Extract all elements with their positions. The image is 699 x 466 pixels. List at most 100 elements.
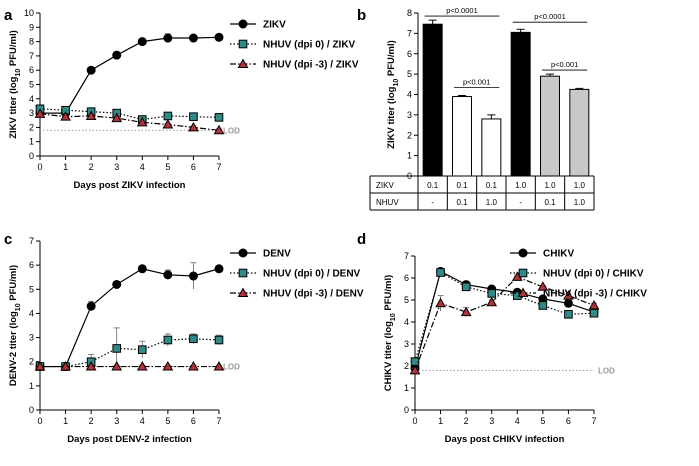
x-tick-label-a: 1 bbox=[63, 162, 68, 172]
legend-marker-c-1 bbox=[238, 268, 248, 278]
data-point-d-2 bbox=[435, 297, 446, 308]
legend-label-a-0: ZIKV bbox=[263, 20, 286, 31]
data-point-c-1 bbox=[214, 335, 224, 345]
bar-3 bbox=[510, 31, 531, 177]
legend-marker-a-1 bbox=[238, 39, 248, 49]
series-line-a-2 bbox=[39, 113, 220, 131]
data-point-d-1 bbox=[461, 282, 471, 292]
table-cell-zikv: 0.1 bbox=[456, 181, 468, 190]
data-point-d-2 bbox=[486, 296, 498, 307]
data-point-a-0 bbox=[214, 32, 224, 42]
x-tick-label-d: 2 bbox=[464, 416, 469, 426]
data-point-a-0 bbox=[86, 65, 96, 75]
table-cell-zikv: 1.0 bbox=[544, 181, 556, 190]
table-cell-zikv: 1.0 bbox=[515, 181, 527, 190]
y-tick-label-b: 7 bbox=[407, 28, 412, 38]
table-cell-nhuv: 0.1 bbox=[456, 198, 468, 207]
y-tick-label-c: 6 bbox=[29, 260, 34, 270]
series-line-a-0 bbox=[40, 36, 220, 114]
panel-label-d: d bbox=[357, 231, 366, 248]
data-point-d-1 bbox=[410, 357, 420, 366]
y-tick-label-a: 8 bbox=[29, 37, 34, 47]
data-point-c-1 bbox=[163, 335, 173, 345]
bar-1 bbox=[452, 96, 472, 177]
data-point-a-1 bbox=[163, 111, 173, 121]
legend-label-a-2: NHUV (dpi -3) / ZIKV bbox=[263, 60, 359, 71]
legend-label-a-1: NHUV (dpi 0) / ZIKV bbox=[263, 40, 356, 51]
data-point-d-2 bbox=[537, 281, 549, 291]
x-tick-label-a: 3 bbox=[114, 162, 119, 172]
y-tick-label-a: 3 bbox=[29, 108, 34, 118]
data-point-c-1 bbox=[137, 345, 147, 354]
y-tick-label-d: 2 bbox=[404, 361, 409, 371]
data-point-a-2 bbox=[85, 110, 97, 120]
y-tick-label-a: 0 bbox=[29, 151, 34, 161]
data-point-a-2 bbox=[111, 112, 123, 123]
series-line-d-2 bbox=[414, 276, 595, 371]
y-axis-label-c: DENV-2 titer (log10 PFU/ml) bbox=[8, 265, 22, 386]
y-tick-label-b: 3 bbox=[407, 110, 412, 120]
y-tick-label-b: 2 bbox=[407, 130, 412, 140]
data-point-c-2 bbox=[136, 361, 148, 371]
data-point-d-1 bbox=[487, 289, 497, 298]
y-tick-label-a: 5 bbox=[29, 80, 34, 90]
x-tick-label-c: 0 bbox=[37, 416, 42, 426]
legend-marker-a-0 bbox=[238, 19, 248, 29]
data-point-c-1 bbox=[112, 344, 122, 353]
x-tick-label-a: 7 bbox=[216, 162, 221, 172]
data-point-d-1 bbox=[564, 310, 573, 319]
y-tick-label-d: 4 bbox=[404, 317, 409, 327]
y-tick-label-b: 1 bbox=[407, 151, 412, 161]
legend-marker-d-1 bbox=[518, 268, 528, 278]
y-axis-label-b: ZIKV titer (log10 PFU/ml) bbox=[386, 40, 400, 149]
x-tick-label-d: 5 bbox=[540, 416, 545, 426]
y-tick-label-c: 5 bbox=[29, 284, 34, 294]
y-tick-label-a: 10 bbox=[24, 8, 34, 18]
x-tick-label-c: 5 bbox=[165, 416, 170, 426]
data-point-a-2 bbox=[60, 111, 71, 121]
legend-marker-d-0 bbox=[518, 248, 528, 258]
table-cell-nhuv: - bbox=[431, 198, 434, 207]
bar-0 bbox=[422, 23, 443, 177]
table-row-label-zikv: ZIKV bbox=[376, 181, 394, 190]
x-tick-label-a: 2 bbox=[89, 162, 94, 172]
table-cell-zikv: 0.1 bbox=[427, 181, 439, 190]
data-point-c-2 bbox=[34, 361, 46, 371]
y-tick-label-a: 2 bbox=[29, 122, 34, 132]
panel-label-a: a bbox=[4, 7, 13, 24]
data-point-a-0 bbox=[163, 33, 173, 43]
data-point-c-0 bbox=[112, 279, 122, 289]
y-axis-label-a: ZIKV titer (log10 PFU/ml) bbox=[8, 30, 22, 139]
y-tick-label-a: 4 bbox=[29, 94, 34, 104]
table-cell-zikv: 0.1 bbox=[486, 181, 498, 190]
y-tick-label-c: 4 bbox=[29, 308, 34, 318]
x-tick-label-d: 7 bbox=[591, 416, 596, 426]
legend-label-c-1: NHUV (dpi 0) / DENV bbox=[263, 269, 361, 280]
data-point-c-0 bbox=[214, 264, 224, 274]
bar-4 bbox=[540, 75, 560, 177]
legend-marker-d-2 bbox=[517, 287, 529, 297]
bar-2 bbox=[481, 118, 502, 177]
data-point-d-2 bbox=[563, 290, 574, 300]
lod-label-c: LOD bbox=[223, 363, 240, 372]
data-point-a-2 bbox=[162, 119, 174, 129]
data-point-c-2 bbox=[111, 361, 123, 371]
panel-label-c: c bbox=[4, 231, 12, 248]
x-tick-label-d: 3 bbox=[489, 416, 494, 426]
x-axis-label-a: Days post ZIKV infection bbox=[74, 180, 186, 191]
x-tick-label-c: 7 bbox=[216, 416, 221, 426]
data-point-c-2 bbox=[188, 361, 199, 371]
x-tick-label-c: 4 bbox=[140, 416, 145, 426]
bar-5 bbox=[569, 88, 590, 177]
data-point-c-0 bbox=[163, 270, 173, 280]
sig-label-1: p<0.001 bbox=[463, 77, 490, 86]
series-line-d-0 bbox=[414, 270, 595, 369]
x-tick-label-c: 2 bbox=[89, 416, 94, 426]
y-tick-label-c: 1 bbox=[29, 381, 34, 391]
data-point-d-2 bbox=[460, 306, 472, 317]
x-tick-label-a: 0 bbox=[37, 162, 42, 172]
data-point-c-0 bbox=[188, 271, 198, 281]
data-point-c-2 bbox=[162, 361, 174, 371]
panel-label-b: b bbox=[357, 7, 366, 24]
legend-marker-c-0 bbox=[238, 248, 248, 258]
